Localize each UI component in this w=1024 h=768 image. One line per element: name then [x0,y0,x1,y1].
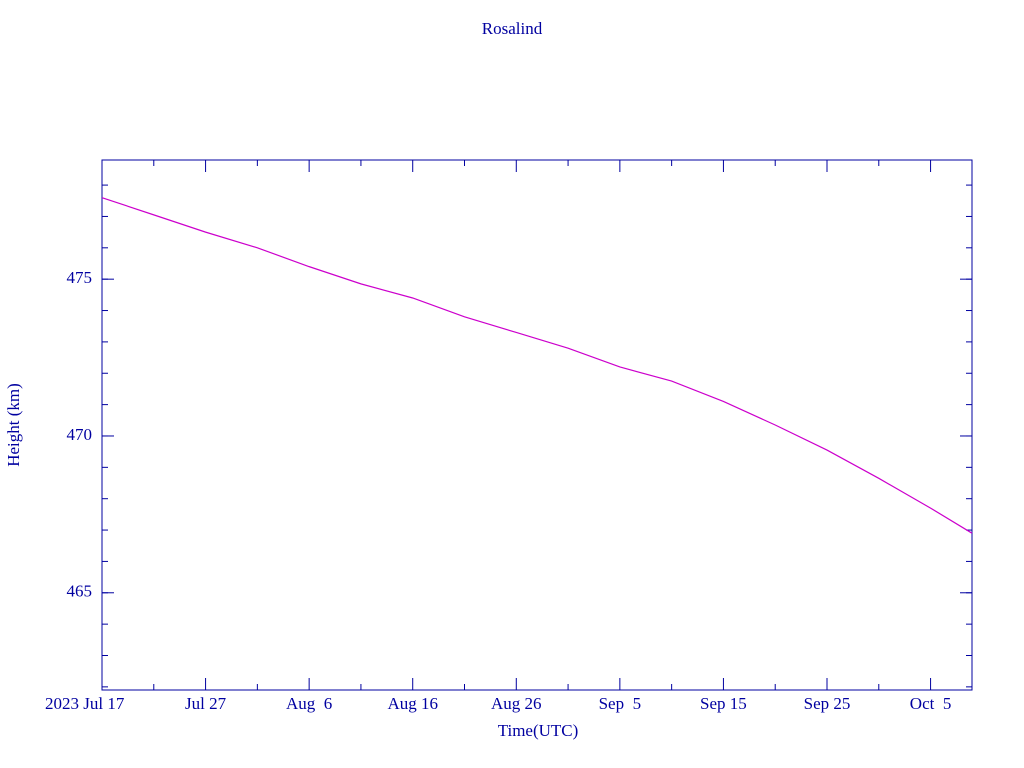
data-line [101,197,973,534]
x-tick-label: Aug 16 [387,694,438,713]
x-tick-label: Sep 15 [700,694,747,713]
x-tick-label: Sep 25 [804,694,851,713]
y-tick-label: 470 [67,425,93,444]
x-tick-label: Aug 6 [286,694,332,713]
plot-frame [101,159,973,691]
y-tick-label: 465 [67,582,93,601]
x-tick-label: 2023 Jul 17 [45,694,125,713]
x-tick-label: Jul 27 [185,694,227,713]
x-tick-label: Aug 26 [491,694,542,713]
x-axis-label: Time(UTC) [498,721,579,740]
y-tick-label: 475 [67,268,93,287]
x-tick-label: Oct 5 [910,694,952,713]
chart-title: Rosalind [482,19,543,38]
x-tick-label: Sep 5 [599,694,642,713]
y-axis-label: Height (km) [4,383,23,467]
